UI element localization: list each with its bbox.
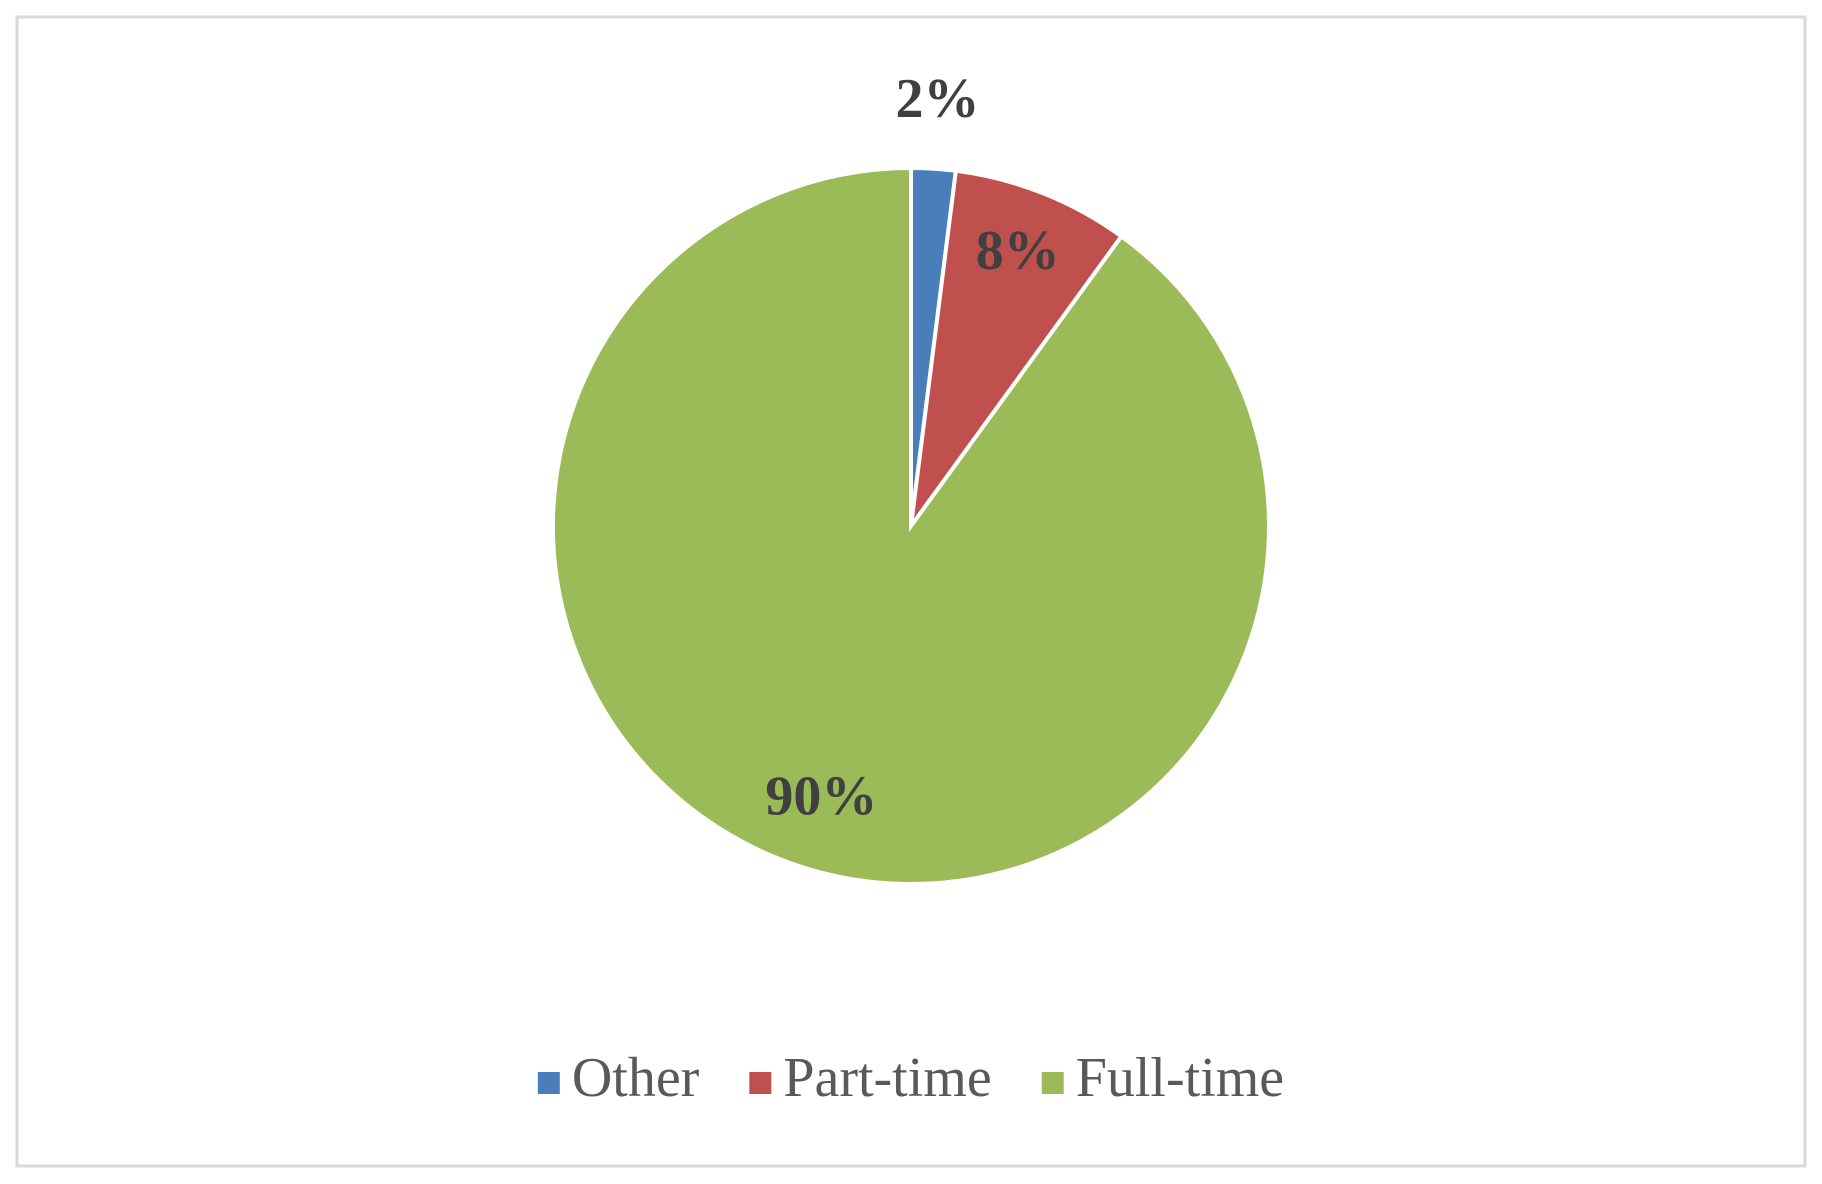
- legend-swatch: [1041, 1072, 1064, 1094]
- data-label: 8%: [976, 220, 1060, 282]
- legend-label: Part-time: [783, 1047, 991, 1109]
- legend-label: Full-time: [1076, 1047, 1284, 1109]
- data-label: 2%: [896, 68, 980, 130]
- data-label: 90%: [765, 766, 877, 828]
- legend-swatch: [749, 1072, 772, 1094]
- pie-slice: [909, 168, 1125, 528]
- pie-slice: [551, 165, 1271, 886]
- legend-label: Other: [572, 1047, 700, 1109]
- legend-swatch: [537, 1072, 560, 1094]
